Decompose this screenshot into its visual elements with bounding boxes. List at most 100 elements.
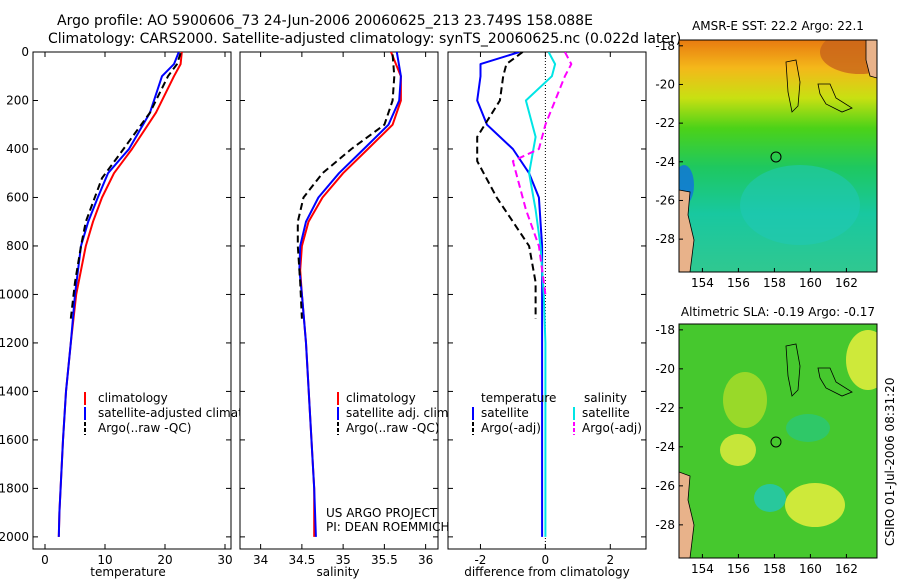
x-tick-label: 30 xyxy=(217,553,232,567)
x-tick-label: 0 xyxy=(542,553,550,567)
y-tick-label: 1600 xyxy=(0,433,29,447)
sst-map-ticks: -18 -20 -22 -24 -26 -28 154 156 158 160 162 xyxy=(655,39,857,290)
legend-sargo-label: Argo(-adj) xyxy=(582,421,642,435)
sla-map-frame xyxy=(678,323,878,559)
difference-legend: temperature salinity satellite Argo(-adj… xyxy=(472,391,642,435)
sla-map-ticks: -18 -20 -22 -24 -26 -28 154 156 158 160 162 xyxy=(655,323,857,576)
sla-patch-b xyxy=(785,483,845,527)
y-tick-label: 1800 xyxy=(0,481,29,495)
series-line-temperature-satellite xyxy=(476,52,544,537)
series-line-argo-raw-qc- xyxy=(69,52,182,319)
map-lat-tick-label: -22 xyxy=(655,401,675,415)
x-tick-label: 0 xyxy=(41,553,49,567)
series-line-salinity-argo-adj- xyxy=(511,52,573,295)
sla-landmass-left xyxy=(679,471,695,558)
sla-map-title: Altimetric SLA: -0.19 Argo: -0.17 xyxy=(681,305,875,319)
series-line-argo-raw-qc- xyxy=(296,54,396,319)
sst-landmass-right xyxy=(865,40,877,79)
sst-cool-patch xyxy=(740,165,860,245)
map-lat-tick-label: -24 xyxy=(655,155,675,169)
sla-patch-d xyxy=(846,330,877,390)
legend-salinity-title: salinity xyxy=(584,391,627,405)
map-lon-tick-label: 154 xyxy=(691,562,714,576)
csiro-timestamp: CSIRO 01-Jul-2006 08:31:20 xyxy=(883,378,897,546)
salinity-xlabel: salinity xyxy=(316,565,359,579)
x-tick-label: 34 xyxy=(253,553,268,567)
map-lon-tick-label: 160 xyxy=(799,276,822,290)
sla-map: Altimetric SLA: -0.19 Argo: -0.17 -18 -20… xyxy=(655,305,878,576)
temperature-lines xyxy=(57,52,183,537)
x-tick-label: 2 xyxy=(606,553,614,567)
sla-field xyxy=(679,324,877,558)
map-lon-tick-label: 156 xyxy=(727,276,750,290)
map-lon-tick-label: 158 xyxy=(763,562,786,576)
map-lat-tick-label: -26 xyxy=(655,193,675,207)
y-tick-label: 1000 xyxy=(0,287,29,301)
map-lon-tick-label: 160 xyxy=(799,562,822,576)
sst-map: AMSR-E SST: 22.2 Argo: 22.1 -18 -20 -22 -24… xyxy=(655,19,878,290)
sla-cool-patch xyxy=(754,484,786,512)
legend-ssat-label: satellite xyxy=(582,406,630,420)
sst-argo-marker xyxy=(770,151,782,163)
figure-title-line2: Climatology: CARS2000. Satellite-adjuste… xyxy=(48,31,681,47)
sst-reef-outline xyxy=(817,83,853,113)
map-lat-tick-label: -18 xyxy=(655,323,675,337)
map-lat-tick-label: -18 xyxy=(655,39,675,53)
y-tick-label: 800 xyxy=(6,239,29,253)
difference-axes-box xyxy=(447,51,647,550)
sla-patch-a xyxy=(723,372,767,428)
y-tick-label: 0 xyxy=(21,45,29,59)
salinity-axes-box xyxy=(239,51,439,550)
difference-panel: -2 0 2 difference from climatology tempera… xyxy=(447,51,647,579)
x-tick-label: 10 xyxy=(97,553,112,567)
series-line-satellite-adj-clim- xyxy=(298,52,402,537)
difference-ticks: -2 0 2 xyxy=(448,51,646,567)
sst-island-chain xyxy=(785,59,801,113)
legend-argo-label: Argo(..raw -QC) xyxy=(346,421,439,435)
map-lat-tick-label: -24 xyxy=(655,440,675,454)
salinity-lines xyxy=(296,52,402,537)
pi-label: PI: DEAN ROEMMICH xyxy=(326,520,449,534)
x-tick-label: 20 xyxy=(157,553,172,567)
figure-title-line1: Argo profile: AO 5900606_73 24-Jun-2006 … xyxy=(57,13,593,29)
map-lat-tick-label: -20 xyxy=(655,77,675,91)
legend-temperature-title: temperature xyxy=(481,391,556,405)
temperature-panel: 0 10 20 30 0 200 400 600 800 1000 1200 1400 1600 1800… xyxy=(0,45,276,579)
map-lat-tick-label: -28 xyxy=(655,232,675,246)
temperature-xlabel: temperature xyxy=(90,565,165,579)
y-tick-label: 2000 xyxy=(0,530,29,544)
sla-reef-outline xyxy=(817,367,853,397)
x-tick-label: 35 xyxy=(335,553,350,567)
temperature-axes-box xyxy=(32,51,232,550)
x-tick-label: 35.5 xyxy=(371,553,398,567)
map-lat-tick-label: -20 xyxy=(655,362,675,376)
series-line-salinity-satellite xyxy=(524,52,557,537)
map-lon-tick-label: 154 xyxy=(691,276,714,290)
map-lon-tick-label: 162 xyxy=(835,276,858,290)
salinity-panel: 34 34.5 35 35.5 36 salinity climatology sate… xyxy=(239,51,452,579)
sst-map-title: AMSR-E SST: 22.2 Argo: 22.1 xyxy=(692,19,864,33)
map-lon-tick-label: 156 xyxy=(727,562,750,576)
x-tick-label: 36 xyxy=(418,553,433,567)
sst-warm-patch xyxy=(820,40,877,74)
legend-sat-label: satellite adj. clim. xyxy=(346,406,452,420)
legend-clim-label: climatology xyxy=(98,391,168,405)
temperature-ticks: 0 10 20 30 0 200 400 600 800 1000 1200 1400 1600 1800… xyxy=(0,45,233,567)
y-tick-label: 1200 xyxy=(0,336,29,350)
map-lat-tick-label: -22 xyxy=(655,116,675,130)
salinity-legend: climatology satellite adj. clim. Argo(..… xyxy=(337,391,452,435)
sst-landmass-left xyxy=(679,189,695,272)
temperature-legend: climatology satellite-adjusted climatolo… xyxy=(84,391,276,435)
difference-xlabel: difference from climatology xyxy=(464,565,630,579)
y-tick-label: 400 xyxy=(6,142,29,156)
sla-cool-patch-2 xyxy=(786,414,830,442)
x-tick-label: -2 xyxy=(474,553,486,567)
salinity-ticks: 34 34.5 35 35.5 36 xyxy=(240,51,438,567)
y-tick-label: 1400 xyxy=(0,384,29,398)
legend-targo-label: Argo(-adj) xyxy=(481,421,541,435)
legend-clim-label: climatology xyxy=(346,391,416,405)
project-label: US ARGO PROJECT xyxy=(326,506,438,520)
map-lon-tick-label: 158 xyxy=(763,276,786,290)
map-lat-tick-label: -28 xyxy=(655,518,675,532)
